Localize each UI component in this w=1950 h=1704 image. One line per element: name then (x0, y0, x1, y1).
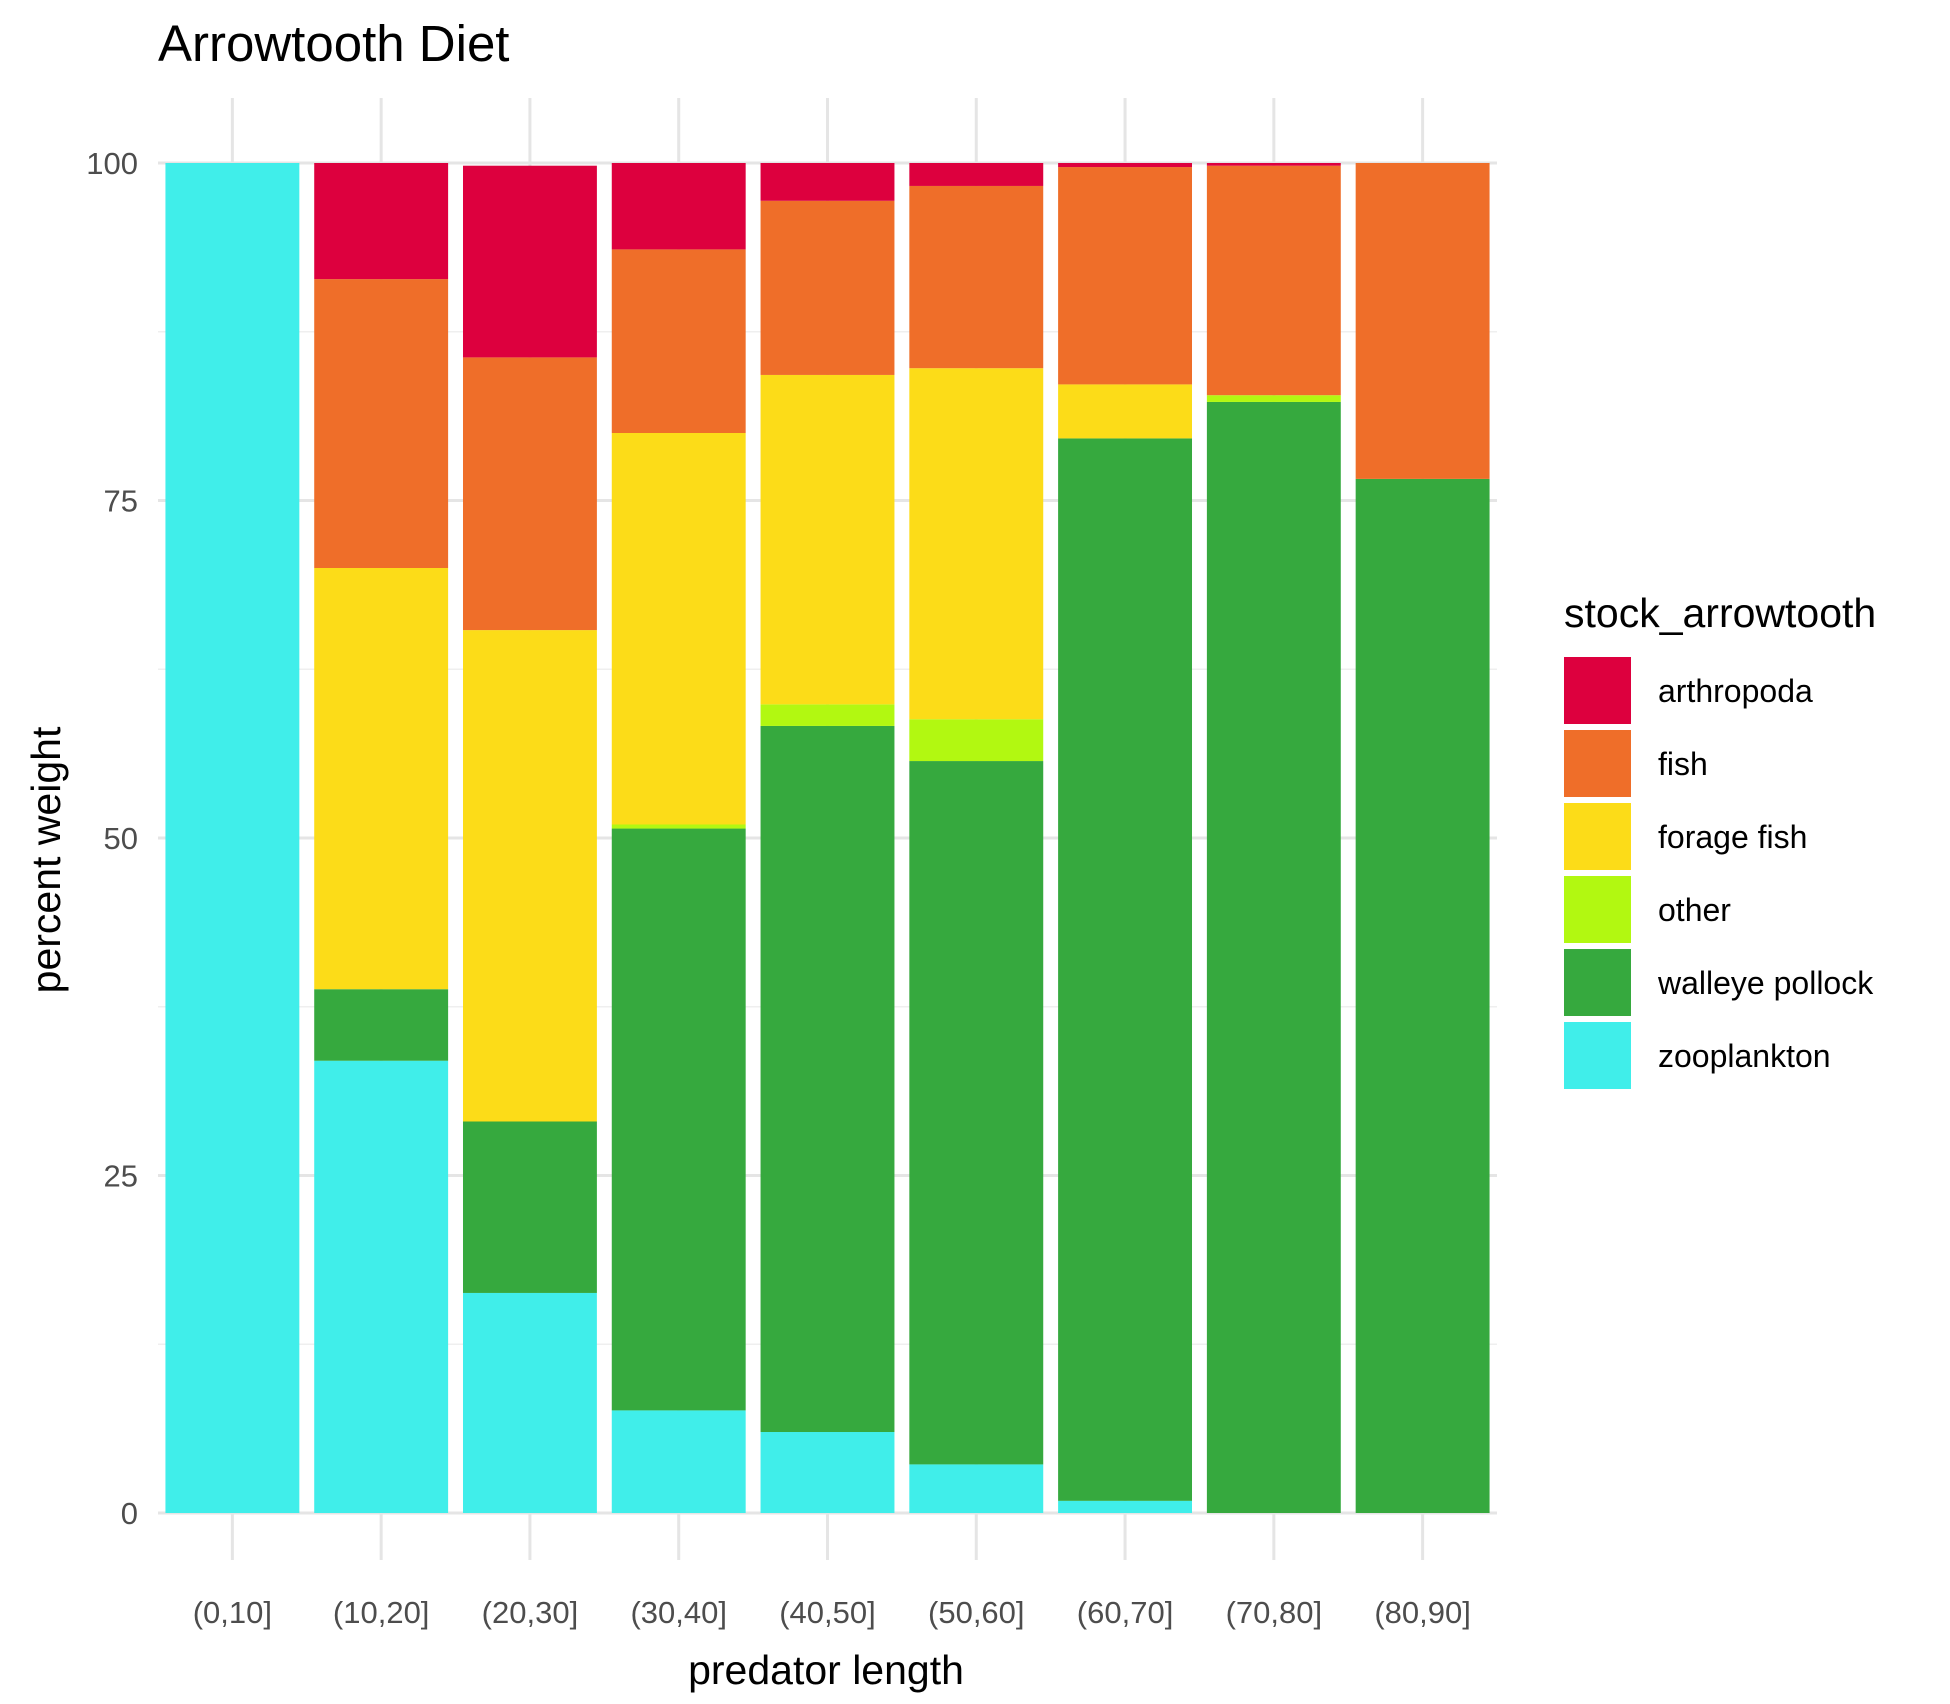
legend-swatch (1564, 1022, 1631, 1089)
x-tick-label: (10,20] (333, 1595, 430, 1630)
bar-segment (314, 163, 449, 280)
bar-segment (909, 163, 1044, 186)
x-tick-label: (60,70] (1077, 1595, 1174, 1630)
bar-segment (611, 433, 746, 825)
bar-segment (462, 165, 597, 358)
legend-swatch (1564, 949, 1631, 1016)
y-tick-label: 0 (121, 1496, 138, 1531)
bar-segment (909, 761, 1044, 1465)
bar-segment (909, 1464, 1044, 1513)
bar-segment (462, 1121, 597, 1293)
legend: stock_arrowtooth arthropoda fish forage fi… (1564, 590, 1876, 1089)
bar-segment (1206, 163, 1341, 166)
bar-segment (760, 200, 895, 375)
bar-segment (462, 630, 597, 1122)
y-axis-title: percent weight (23, 726, 69, 993)
x-axis-ticks: (0,10] (10,20] (20,30] (30,40] (40,50] (50,60… (193, 1595, 1471, 1630)
x-tick-label: (30,40] (630, 1595, 727, 1630)
legend-label: other (1658, 892, 1731, 928)
bar-segment (909, 368, 1044, 720)
y-tick-label: 50 (104, 821, 138, 856)
bar-segment (611, 163, 746, 250)
legend-label: arthropoda (1658, 673, 1813, 709)
bar-segment (314, 989, 449, 1061)
bar-segment (1058, 438, 1193, 1501)
bar-segment (1206, 401, 1341, 1514)
bar-segment (1058, 1500, 1193, 1513)
chart-title: Arrowtooth Diet (158, 15, 509, 72)
bar-segment (314, 1060, 449, 1513)
x-tick-label: (0,10] (193, 1595, 272, 1630)
bar-segment (1206, 165, 1341, 396)
bar-segment (611, 824, 746, 829)
legend-swatch (1564, 803, 1631, 870)
bar-segment (760, 374, 895, 705)
legend-label: fish (1658, 746, 1708, 782)
legend-swatch (1564, 657, 1631, 724)
bar-segment (1355, 478, 1490, 1513)
bar-segment (909, 719, 1044, 762)
bar-segment (1058, 163, 1193, 168)
legend-swatch (1564, 876, 1631, 943)
y-tick-label: 25 (104, 1159, 138, 1194)
bar-segment (760, 1432, 895, 1513)
bar-segment (611, 249, 746, 433)
legend-label: forage fish (1658, 819, 1807, 855)
bar-segment (314, 568, 449, 990)
bar-segment (760, 704, 895, 726)
y-tick-label: 75 (104, 484, 138, 519)
legend-label: walleye pollock (1657, 965, 1874, 1001)
bar-segment (760, 163, 895, 201)
x-tick-label: (20,30] (482, 1595, 579, 1630)
x-tick-label: (40,50] (779, 1595, 876, 1630)
bar-segment (1355, 163, 1490, 479)
bar-segment (165, 163, 300, 1513)
x-tick-label: (50,60] (928, 1595, 1025, 1630)
bar-segment (1058, 384, 1193, 439)
legend-swatch (1564, 730, 1631, 797)
x-axis-title: predator length (688, 1647, 964, 1693)
bar-segment (314, 279, 449, 568)
bar-segment (611, 1410, 746, 1513)
bar-segment (760, 725, 895, 1432)
legend-label: zooplankton (1658, 1038, 1831, 1074)
bars (165, 163, 1490, 1514)
bar-segment (1058, 167, 1193, 385)
bar-segment (909, 185, 1044, 369)
x-tick-label: (80,90] (1374, 1595, 1471, 1630)
legend-title: stock_arrowtooth (1564, 590, 1876, 636)
y-tick-label: 100 (86, 146, 138, 181)
y-axis-ticks: 0 25 50 75 100 (86, 146, 138, 1531)
x-tick-label: (70,80] (1226, 1595, 1323, 1630)
bar-segment (1206, 395, 1341, 402)
bar-segment (462, 1292, 597, 1513)
bar-segment (462, 357, 597, 631)
bar-segment (611, 828, 746, 1411)
